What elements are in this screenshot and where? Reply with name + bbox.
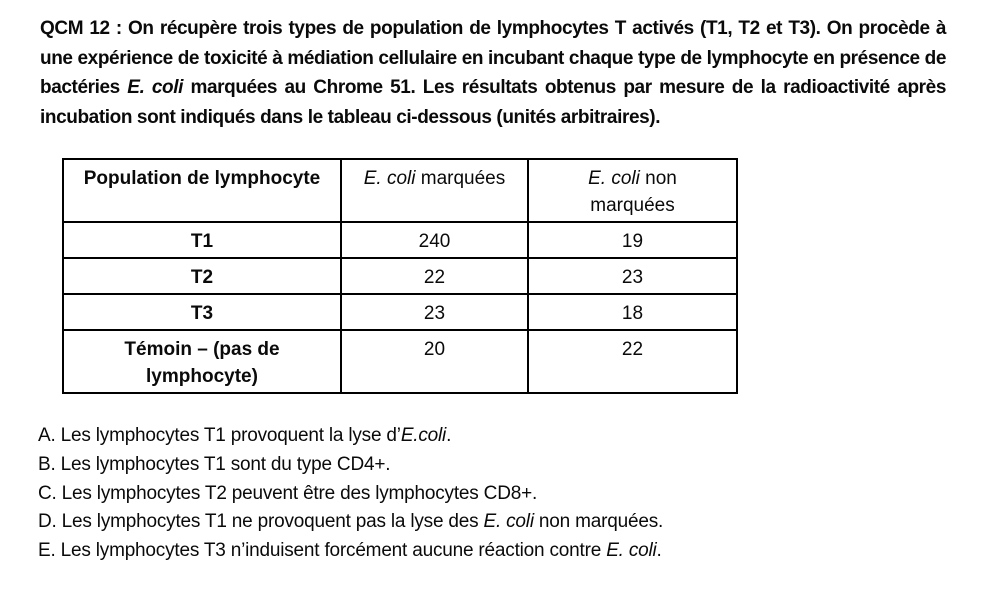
row-t3-unmarked-value: 18 — [527, 293, 738, 331]
row-temoin-marked-value: 20 — [340, 329, 529, 394]
row-t1-unmarked-value: 19 — [527, 221, 738, 259]
option-c: C. Les lymphocytes T2 peuvent être des l… — [38, 480, 1000, 509]
question-part-2: marquées au Chrome 51. Les résultats obt… — [40, 77, 946, 128]
header-ecoli-marked: E. coli marquées — [340, 158, 529, 223]
answer-options: A. Les lymphocytes T1 provoquent la lyse… — [38, 422, 1000, 566]
header-ecoli-marked-rest: marquées — [415, 168, 506, 189]
table-header-row: Population de lymphocyte E. coli marquée… — [62, 158, 738, 223]
row-temoin-unmarked-value: 22 — [527, 329, 738, 394]
option-d-italic: E. coli — [483, 511, 535, 533]
option-a-text: A. Les lymphocytes T1 provoquent la lyse… — [38, 425, 401, 446]
option-b-text: B. Les lymphocytes T1 sont du type CD4+. — [38, 453, 391, 475]
question-text: QCM 12 : On récupère trois types de popu… — [40, 14, 946, 132]
row-temoin-label: Témoin – (pas de lymphocyte) — [62, 329, 342, 394]
option-a: A. Les lymphocytes T1 provoquent la lyse… — [38, 422, 1000, 451]
row-t2-marked-value: 22 — [340, 257, 529, 295]
row-t1-marked-value: 240 — [340, 221, 529, 259]
table-row-temoin: Témoin – (pas de lymphocyte) 20 22 — [62, 329, 738, 394]
option-a-post: . — [446, 425, 452, 446]
option-d-post: non marquées. — [533, 511, 664, 533]
table-row-t3: T3 23 18 — [62, 293, 738, 331]
row-t3-marked-value: 23 — [340, 293, 529, 331]
header-ecoli-unmarked-rest: non marquées — [590, 168, 677, 216]
header-ecoli-unmarked: E. coli non marquées — [527, 158, 738, 223]
option-d-text: D. Les lymphocytes T1 ne provoquent pas … — [38, 511, 484, 533]
header-population: Population de lymphocyte — [62, 158, 342, 223]
option-e-post: . — [656, 540, 662, 562]
row-t2-unmarked-value: 23 — [527, 257, 738, 295]
header-ecoli-marked-italic: E. coli — [363, 168, 416, 189]
document-page: QCM 12 : On récupère trois types de popu… — [0, 14, 1000, 614]
results-table: Population de lymphocyte E. coli marquée… — [62, 158, 738, 394]
row-t2-label: T2 — [62, 257, 342, 295]
option-b: B. Les lymphocytes T1 sont du type CD4+. — [38, 451, 1000, 480]
option-c-text: C. Les lymphocytes T2 peuvent être des l… — [38, 482, 538, 504]
table-row-t2: T2 22 23 — [62, 257, 738, 295]
row-t3-label: T3 — [62, 293, 342, 331]
table-row-t1: T1 240 19 — [62, 221, 738, 259]
row-t1-label: T1 — [62, 221, 342, 259]
header-ecoli-unmarked-italic: E. coli — [588, 168, 640, 189]
option-d: D. Les lymphocytes T1 ne provoquent pas … — [38, 508, 1000, 537]
question-ecoli-italic: E. coli — [127, 77, 184, 98]
option-e-text: E. Les lymphocytes T3 n’induisent forcém… — [38, 540, 607, 562]
option-e-italic: E. coli — [606, 540, 657, 562]
option-e: E. Les lymphocytes T3 n’induisent forcém… — [38, 537, 1000, 566]
option-a-italic: E.coli — [400, 425, 447, 446]
question-part-1: QCM 12 : On récupère trois types de popu… — [40, 18, 946, 98]
